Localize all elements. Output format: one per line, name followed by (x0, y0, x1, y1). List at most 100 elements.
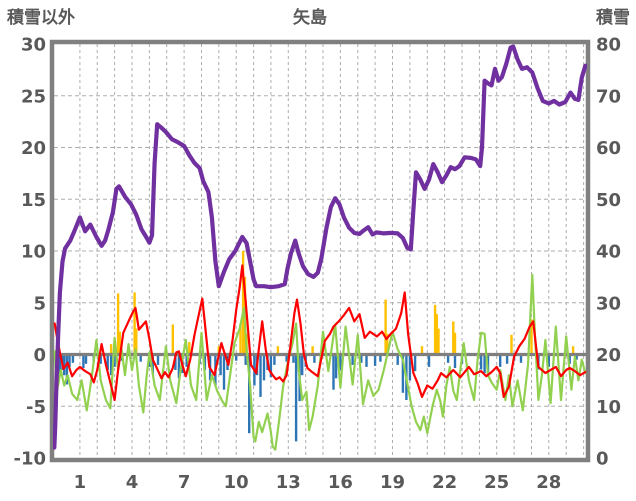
x-axis-tick-label: 22 (432, 472, 457, 493)
blue-bars-bar (156, 354, 160, 365)
blue-bars-bar (151, 354, 154, 375)
left-axis-tick-label: 30 (21, 35, 46, 56)
blue-bars-bar (71, 354, 75, 363)
blue-bars-bar (222, 354, 226, 390)
right-axis-tick-label: 40 (596, 242, 621, 263)
x-axis-tick-label: 10 (224, 472, 249, 493)
x-axis-tick-label: 28 (536, 472, 561, 493)
blue-bars-bar (547, 354, 550, 367)
purple-line (53, 44, 587, 450)
yellow-bars-bar (171, 324, 174, 355)
blue-bars-bar (446, 354, 450, 363)
yellow-bars-bar (239, 323, 242, 355)
x-axis-tick-label: 19 (380, 472, 405, 493)
yellow-bars-bar (571, 346, 575, 355)
blue-bars-bar (65, 354, 69, 385)
left-axis-tick-label: -10 (13, 449, 46, 470)
blue-bars-bar (174, 354, 177, 370)
blue-bars-bar (185, 354, 188, 367)
blue-bars-bar (575, 354, 578, 360)
right-axis-tick-label: 30 (596, 293, 621, 314)
green-line (53, 273, 587, 451)
yellow-bars-bar (109, 344, 113, 355)
yellow-bars-bar (188, 342, 191, 355)
blue-bars-bar (177, 354, 181, 379)
blue-bars-bar (139, 354, 142, 362)
right-axis-tick-label: 0 (596, 449, 609, 470)
blue-bars-bar (568, 354, 571, 364)
right-axis-tick-label: 70 (596, 86, 621, 107)
blue-bars-bar (373, 354, 377, 366)
blue-bars-bar (292, 354, 295, 363)
yellow-bars-bar (386, 333, 389, 355)
yellow-bars-bar (530, 319, 533, 355)
blue-bars-bar (339, 354, 342, 370)
yellow-bars-bar (135, 328, 138, 355)
blue-bars-bar (479, 354, 483, 370)
blue-bars-bar (235, 354, 238, 361)
blue-bars-bar (483, 354, 486, 374)
blue-bars-bar (68, 354, 71, 367)
yellow-bars-bar (116, 293, 120, 355)
x-axis-tick-label: 4 (126, 472, 139, 493)
blue-bars-bar (360, 354, 363, 363)
blue-bars-bar (269, 354, 273, 378)
blue-bars-bar (351, 354, 354, 365)
left-axis-tick-label: 15 (21, 190, 46, 211)
blue-bars-bar (259, 354, 262, 397)
left-axis-tick-label: -5 (26, 397, 46, 418)
yellow-bars-bar (435, 314, 438, 355)
yellow-bars-bar (437, 328, 440, 355)
red-line (53, 264, 587, 402)
x-axis-tick-label: 1 (74, 472, 87, 493)
chart-title: 矢島 (293, 7, 327, 28)
blue-bars-bar (505, 354, 509, 364)
blue-bars-bar (106, 354, 109, 370)
right-axis-tick-label: 60 (596, 138, 621, 159)
left-axis-tick-label: 25 (21, 86, 46, 107)
blue-bars-bar (334, 354, 338, 379)
blue-bars-bar (453, 354, 457, 368)
blue-bars-bar (332, 354, 335, 390)
right-axis-title: 積雪 (596, 7, 630, 28)
left-axis-tick-label: 20 (21, 138, 46, 159)
blue-bars-bar (313, 354, 316, 363)
yellow-bars-bar (384, 299, 387, 355)
blue-bars-bar (519, 354, 523, 363)
right-axis-tick-label: 10 (596, 397, 621, 418)
blue-bars-bar (401, 354, 405, 393)
blue-bars-bar (244, 354, 247, 365)
blue-bars-bar (63, 354, 66, 376)
blue-bars-bar (499, 354, 502, 367)
blue-bars-bar (58, 354, 62, 377)
blue-bars-bar (365, 354, 368, 367)
blue-bars-bar (113, 354, 116, 367)
blue-bars-bar (427, 354, 431, 367)
yellow-bars-bar (118, 331, 121, 355)
blue-bars-bar (99, 354, 102, 364)
blue-bars-bar (262, 354, 266, 381)
blue-bars-bar (285, 354, 288, 362)
blue-bars-bar (413, 354, 417, 372)
blue-bars-bar (301, 354, 304, 376)
blue-bars-bar (82, 354, 85, 368)
blue-bars-bar (408, 354, 412, 381)
yellow-bars-bar (452, 321, 455, 355)
blue-bars-bar (109, 354, 113, 376)
blue-bars-bar (203, 354, 207, 370)
right-axis-tick-label: 80 (596, 35, 621, 56)
left-axis-tick-label: 5 (33, 293, 46, 314)
x-axis-tick-label: 16 (328, 472, 353, 493)
yellow-bars-bar (453, 332, 457, 355)
yellow-bars-bar (420, 346, 424, 355)
blue-bars-bar (219, 354, 222, 376)
blue-bars-bar (294, 354, 298, 442)
blue-bars-bar (248, 354, 251, 434)
blue-bars-bar (379, 354, 382, 362)
blue-bars-bar (273, 354, 276, 365)
left-axis-tick-label: 10 (21, 242, 46, 263)
series-group (53, 44, 587, 451)
x-axis-tick-label: 13 (276, 472, 301, 493)
